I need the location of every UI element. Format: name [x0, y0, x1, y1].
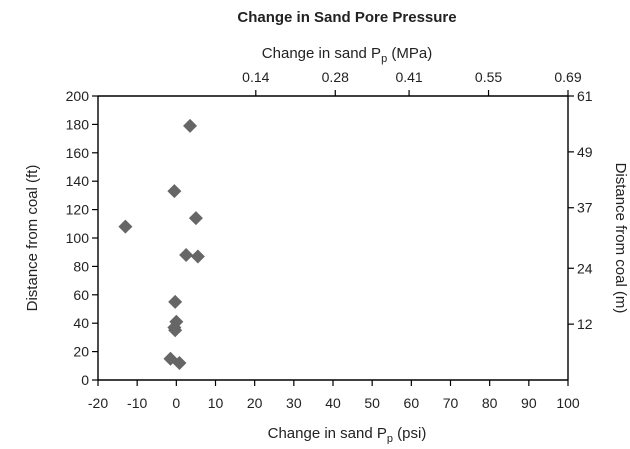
data-point: [183, 118, 198, 133]
x-top-tick-label: 0.28: [322, 69, 349, 85]
y-right-tick-label: 61: [577, 88, 593, 104]
y-right-tick-label: 37: [577, 200, 593, 216]
data-point: [118, 219, 133, 234]
x-bottom-tick-label: 30: [286, 395, 302, 411]
data-point: [179, 248, 194, 263]
x-bottom-tick-label: -20: [88, 395, 108, 411]
x-bottom-tick-label: 0: [172, 395, 180, 411]
y-left-axis-label: Distance from coal (ft): [24, 165, 41, 312]
data-point: [168, 323, 183, 338]
y-left-tick-label: 80: [73, 258, 89, 274]
x-bottom-tick-label: 90: [521, 395, 537, 411]
y-left-tick-label: 160: [66, 145, 90, 161]
ticks: -20 -10 0 10 20 30 40 50 60 70 80 90 100 0.14 0.28 0.41…: [66, 69, 593, 411]
x-top-tick-label: 0.69: [554, 69, 581, 85]
y-right-tick-label: 49: [577, 144, 593, 160]
x-top-tick-label: 0.55: [475, 69, 502, 85]
x-bottom-tick-label: 20: [247, 395, 263, 411]
y-right-tick-label: 12: [577, 316, 593, 332]
data-points: [118, 118, 205, 370]
data-point: [190, 249, 205, 264]
data-point: [167, 184, 182, 199]
x-bottom-tick-label: 10: [208, 395, 224, 411]
axes: [97, 95, 569, 381]
data-point: [168, 294, 183, 309]
chart-title: Change in Sand Pore Pressure: [237, 9, 456, 26]
y-left-tick-label: 60: [73, 287, 89, 303]
y-left-tick-label: 180: [66, 116, 90, 132]
y-left-tick-label: 20: [73, 344, 89, 360]
x-bottom-tick-label: 80: [482, 395, 498, 411]
data-point: [188, 211, 203, 226]
x-bottom-tick-label: 50: [364, 395, 380, 411]
y-right-tick-label: 24: [577, 260, 593, 276]
y-left-tick-label: 100: [66, 230, 90, 246]
x-bottom-tick-label: -10: [127, 395, 147, 411]
x-top-tick-label: 0.14: [242, 69, 269, 85]
y-left-tick-label: 140: [66, 173, 90, 189]
x-top-tick-label: 0.41: [395, 69, 422, 85]
data-point: [172, 355, 187, 370]
y-left-tick-label: 120: [66, 202, 90, 218]
y-left-tick-label: 0: [81, 372, 89, 388]
y-left-tick-label: 40: [73, 315, 89, 331]
y-right-axis-label: Distance from coal (m): [612, 163, 629, 314]
x-bottom-tick-label: 40: [325, 395, 341, 411]
x-top-axis-label: Change in sand Pp (MPa): [262, 45, 432, 65]
x-bottom-tick-label: 70: [443, 395, 459, 411]
x-bottom-axis-label: Change in sand Pp (psi): [268, 425, 427, 444]
x-bottom-tick-label: 100: [556, 395, 580, 411]
x-bottom-tick-label: 60: [404, 395, 420, 411]
y-left-tick-label: 200: [66, 88, 90, 104]
